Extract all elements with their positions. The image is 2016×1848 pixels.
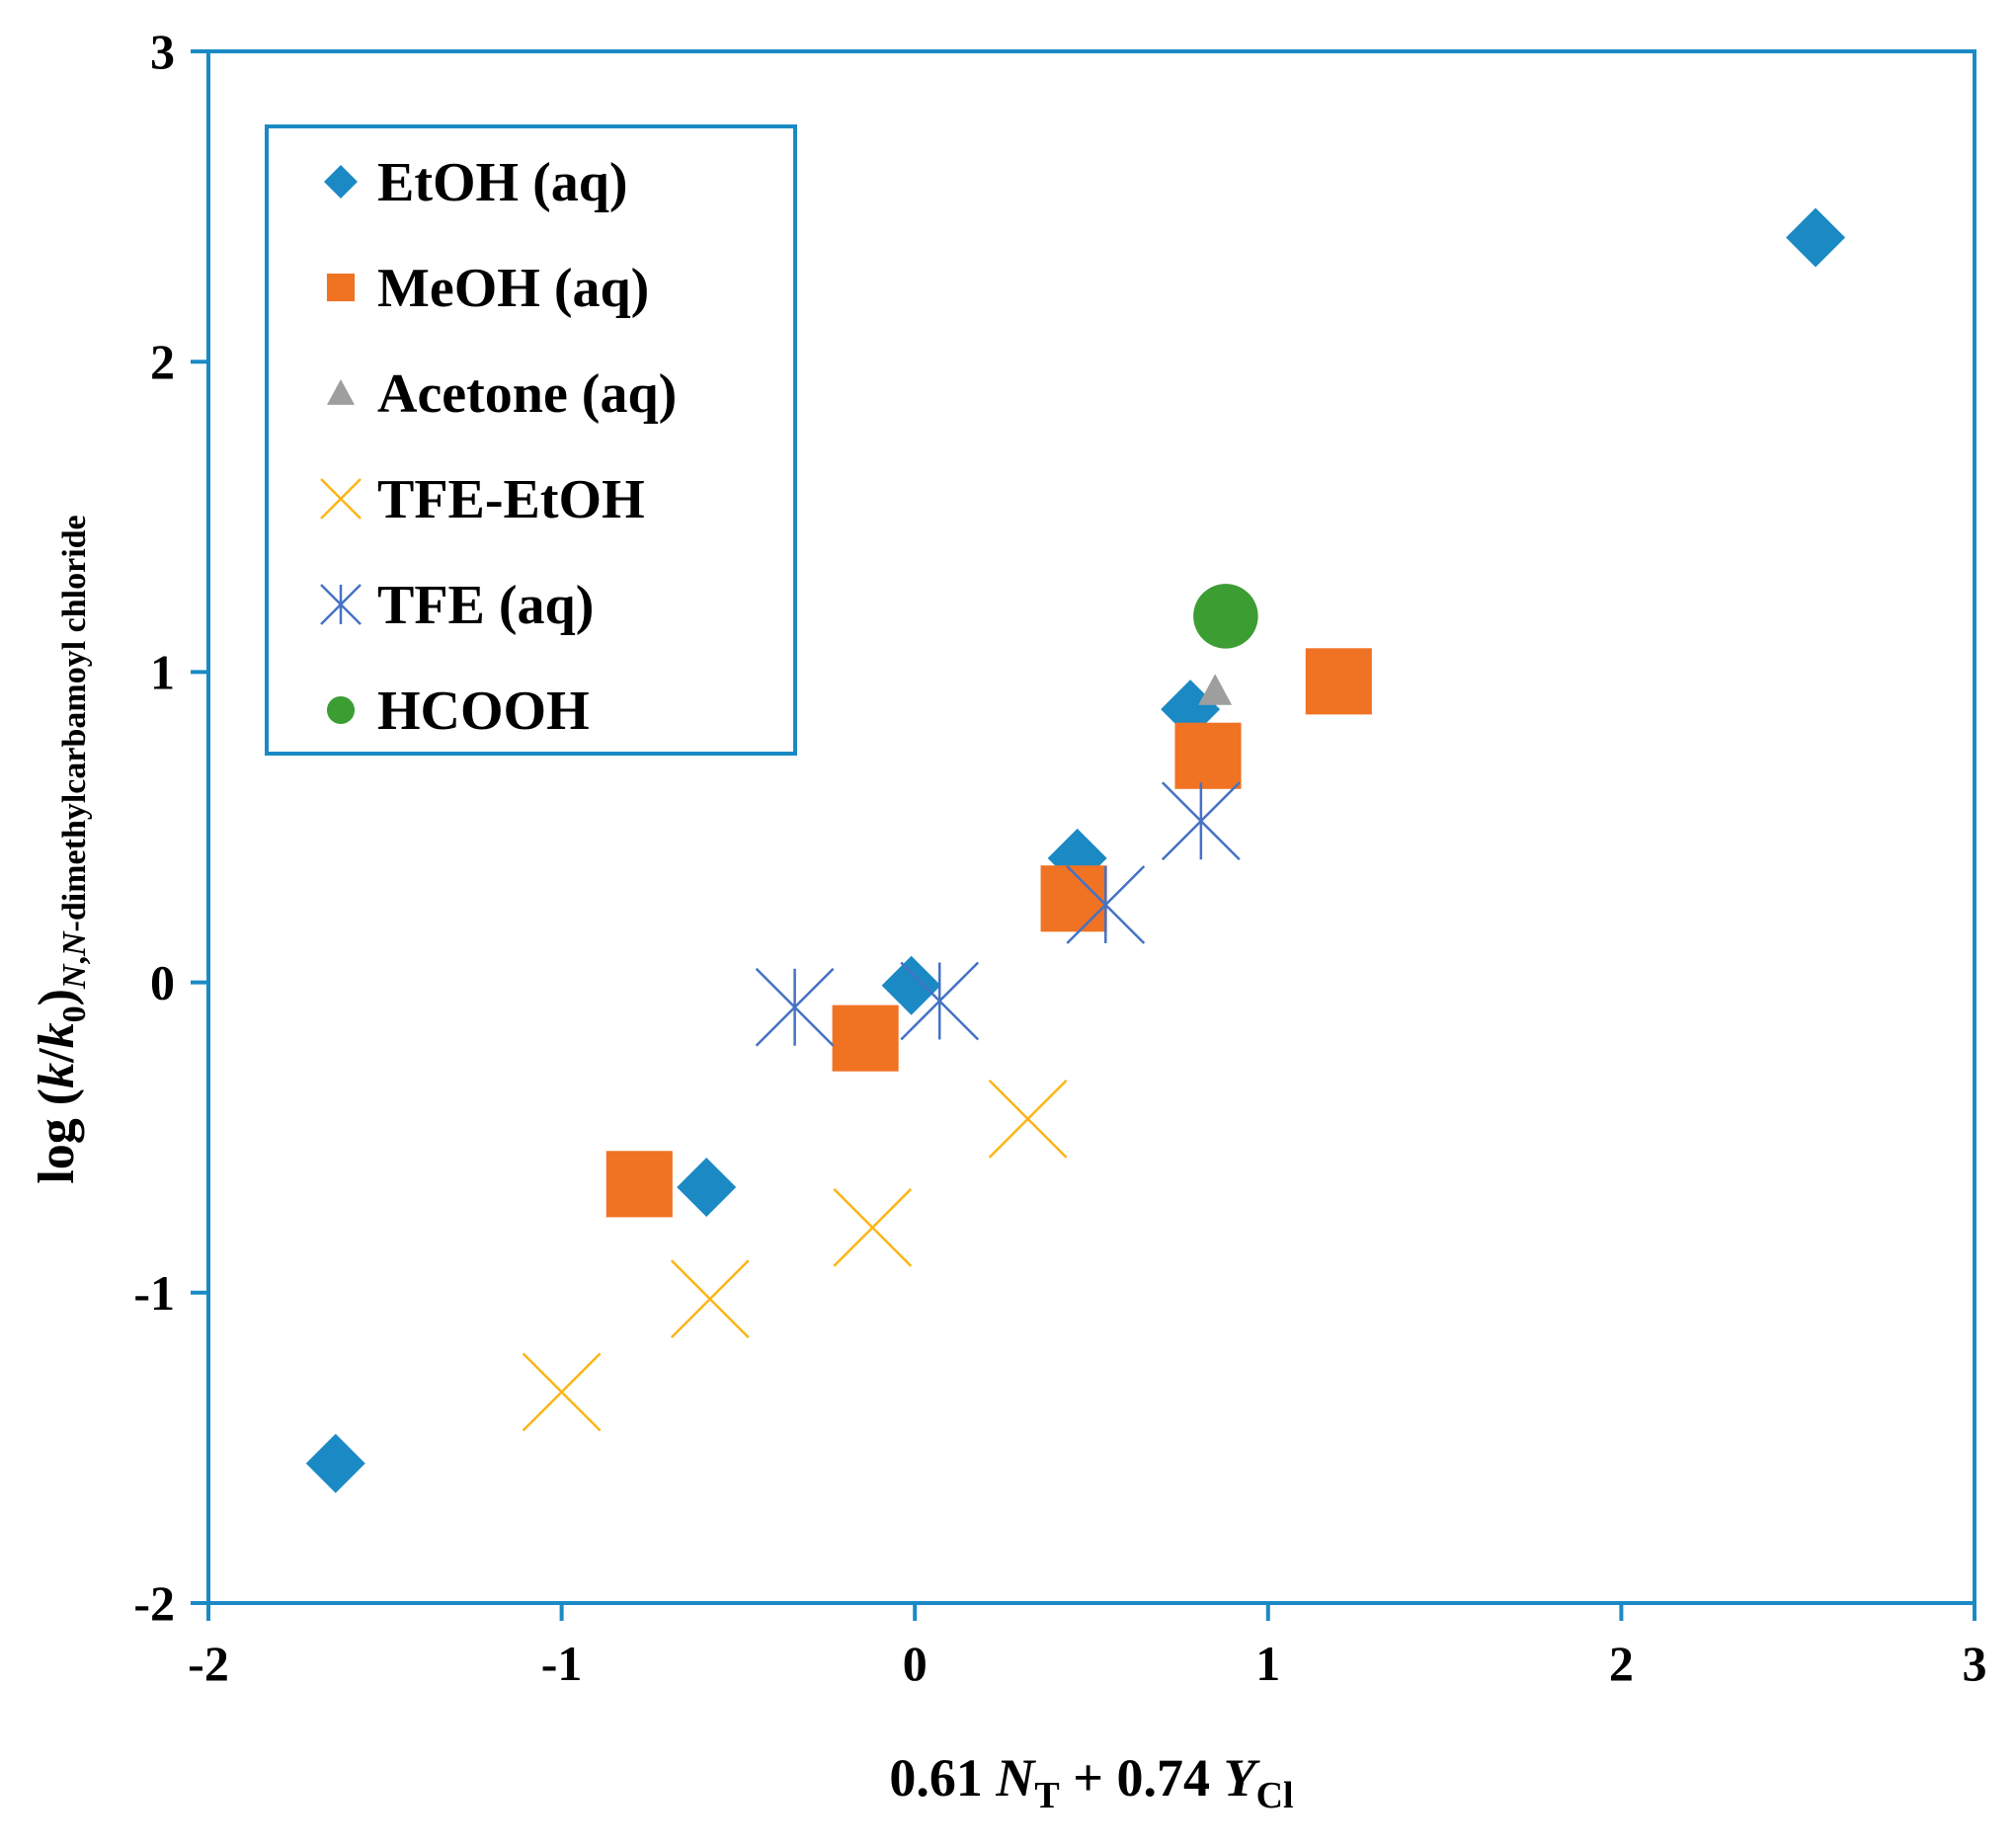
legend-marker [327,379,355,405]
data-marks [305,207,1846,1493]
data-point [755,967,835,1047]
x-tick-label: 3 [1963,1636,1987,1691]
data-point [988,1079,1068,1159]
data-point [605,1151,673,1218]
data-point [1198,674,1233,705]
plot-border [206,49,1976,1605]
label-part: ) [29,989,85,1005]
y-tick-label: 3 [150,24,175,79]
data-point [1193,584,1258,649]
y-tick-label: 0 [150,955,175,1010]
legend-label: Acetone (aq) [377,363,677,425]
plot-area [206,49,1976,1605]
label-part: k [29,1063,85,1088]
legend-marker [326,695,356,725]
legend-label: TFE (aq) [377,575,594,636]
legend-item: TFE-EtOH [320,469,645,530]
data-point [670,1259,750,1338]
data-point [881,955,941,1015]
data-point [832,1004,899,1072]
series-tfe-aq- [755,781,1241,1047]
y-axis-title: log (k/k0)N,N-dimethylcarbamoyl chloride [29,515,93,1183]
label-part: , [56,956,93,965]
data-point [833,1187,913,1267]
x-tick-label: 0 [903,1636,927,1691]
label-part: N [56,930,93,957]
data-point [1040,865,1107,932]
legend-label: MeOH (aq) [377,258,649,319]
y-tick-label: 2 [150,334,175,389]
label-part: Cl [1256,1775,1294,1816]
y-tick-label: -2 [133,1575,175,1631]
legend-item: MeOH (aq) [326,258,649,319]
series-hcooh [1193,584,1258,649]
y-axis-title-group: log (k/k0)N,N-dimethylcarbamoyl chloride [29,515,93,1183]
axes: -2 -1 0 1 2 3 -2 -1 0 1 2 3 [133,24,1986,1691]
legend-label: EtOH (aq) [377,152,628,213]
legend-label: HCOOH [377,681,590,742]
label-part: 0 [56,1005,93,1022]
legend-box [265,124,797,756]
data-point [1786,207,1846,268]
legend-label: TFE-EtOH [377,469,645,530]
data-point [900,961,980,1041]
legend-marker [324,165,358,199]
y-tick-label: -1 [133,1265,175,1321]
data-point [1305,648,1372,715]
series-acetone-aq- [1198,674,1233,705]
series-tfe-etoh [522,1079,1068,1432]
label-part: T [1034,1775,1059,1816]
data-point [522,1352,602,1432]
x-tick-label: 2 [1609,1636,1634,1691]
label-part: + 0.74 [1060,1748,1224,1808]
x-tick-label: -1 [541,1636,583,1691]
legend: EtOH (aq) MeOH (aq) Acetone (aq) TFE-EtOH TF… [265,124,797,756]
legend-marker [326,273,356,302]
data-point [305,1433,365,1493]
label-part: -dimethylcarbamoyl chloride [56,515,93,931]
label-part: 0.61 [889,1748,996,1808]
label-part: log ( [29,1088,85,1184]
legend-marker [320,478,362,520]
x-axis-title: 0.61 NT + 0.74 YCl [889,1748,1293,1816]
label-part: Y [1224,1748,1261,1808]
x-tick-label: -2 [188,1636,229,1691]
y-tick-label: 1 [150,644,175,699]
x-tick-label: 1 [1255,1636,1280,1691]
series-meoh-aq- [605,648,1372,1218]
legend-item: Acetone (aq) [327,363,677,425]
data-point [1161,781,1241,861]
data-point [677,1157,737,1217]
legend-item: HCOOH [326,681,590,742]
label-part: N [56,963,93,990]
data-point [1066,865,1146,944]
label-part: / [29,1048,85,1064]
label-part: N [995,1748,1036,1808]
legend-item: EtOH (aq) [324,152,628,213]
label-part: k [29,1022,85,1048]
data-point [1174,722,1242,789]
legend-marker [320,584,362,625]
legend-item: TFE (aq) [320,575,594,636]
